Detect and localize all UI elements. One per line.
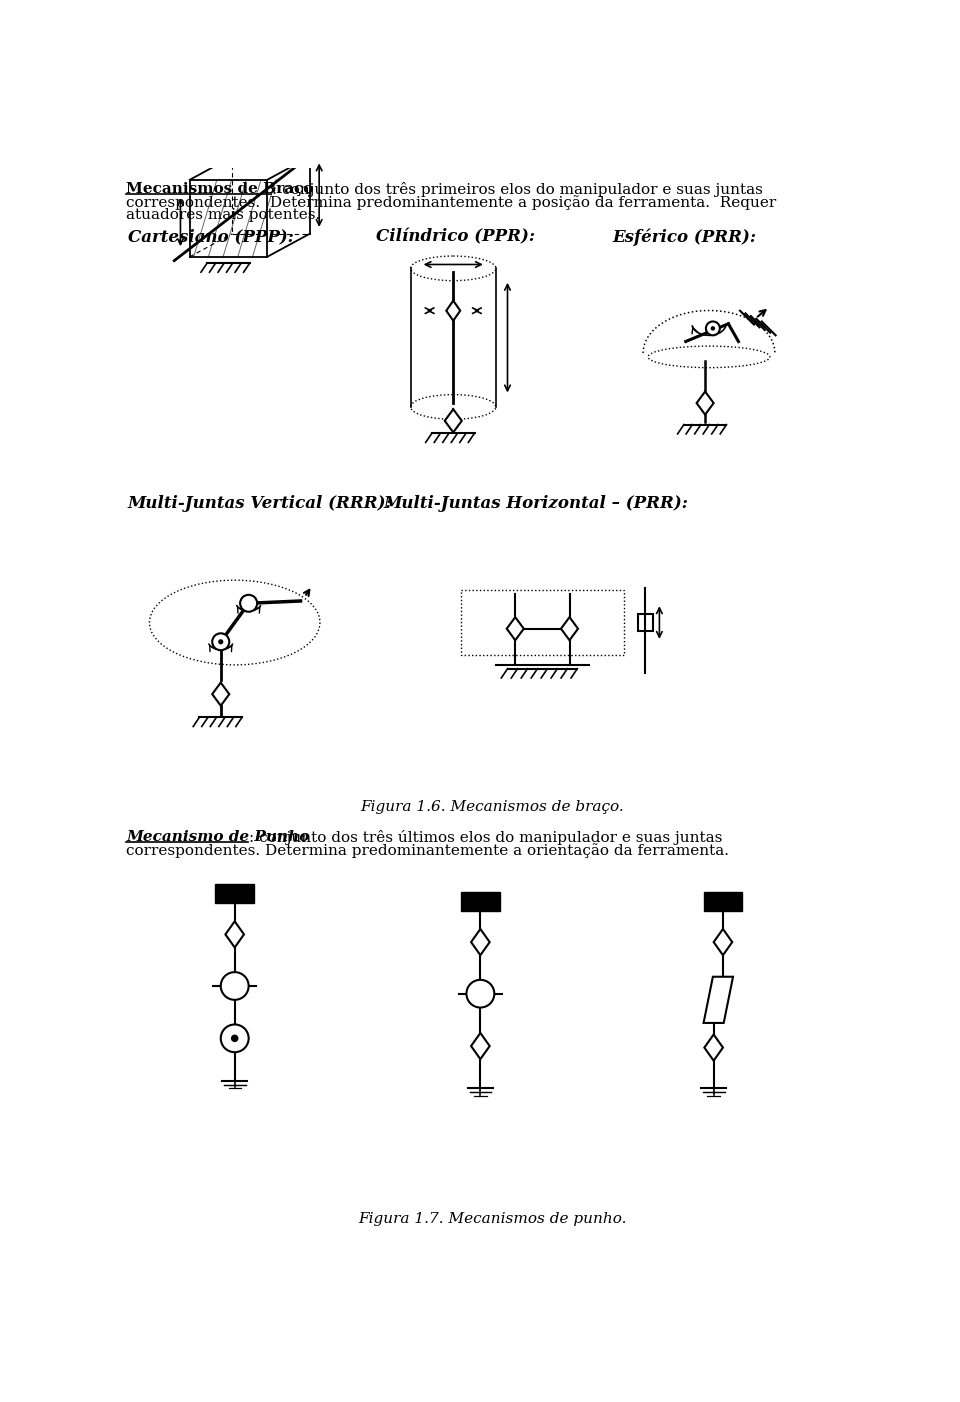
Circle shape [231,1035,238,1042]
Text: Mecanismos de Braço: Mecanismos de Braço [126,182,314,196]
Text: Cartesiano (PPP):: Cartesiano (PPP): [128,229,294,245]
Circle shape [467,980,494,1008]
Text: Mecanismo de Punho: Mecanismo de Punho [126,830,309,844]
Circle shape [221,972,249,1000]
Polygon shape [471,930,490,955]
Polygon shape [446,300,460,321]
Circle shape [221,1025,249,1052]
Polygon shape [471,1033,490,1059]
Text: atuadores mais potentes.: atuadores mais potentes. [126,209,321,223]
Text: : conjunto dos três últimos elos do manipulador e suas juntas: : conjunto dos três últimos elos do mani… [249,830,722,845]
Bar [637,614,653,631]
Circle shape [240,594,257,611]
Polygon shape [212,683,229,705]
Circle shape [706,321,720,335]
Polygon shape [704,977,733,1023]
Polygon shape [444,409,462,432]
Text: : conjunto dos três primeiros elos do manipulador e suas juntas: : conjunto dos três primeiros elos do ma… [272,182,763,198]
Text: Multi-Juntas Horizontal – (PRR):: Multi-Juntas Horizontal – (PRR): [383,495,688,513]
Polygon shape [226,921,244,948]
Circle shape [212,634,229,651]
Bar [461,892,500,910]
Circle shape [219,639,223,644]
Text: correspondentes.  Determina predominantemente a posição da ferramenta.  Requer: correspondentes. Determina predominantem… [126,195,777,210]
Polygon shape [697,391,713,415]
Bar [215,885,254,903]
Polygon shape [705,1035,723,1061]
Circle shape [711,327,714,329]
Polygon shape [507,617,524,641]
Text: Figura 1.7. Mecanismos de punho.: Figura 1.7. Mecanismos de punho. [358,1211,626,1225]
Bar [704,892,742,910]
Bar [461,590,624,655]
Polygon shape [561,617,578,641]
Text: Esférico (PRR):: Esférico (PRR): [612,229,756,245]
Text: Cilíndrico (PPR):: Cilíndrico (PPR): [375,229,535,245]
Text: Figura 1.6. Mecanismos de braço.: Figura 1.6. Mecanismos de braço. [360,799,624,813]
Text: correspondentes. Determina predominantemente a orientação da ferramenta.: correspondentes. Determina predominantem… [126,844,730,858]
Text: Multi-Juntas Vertical (RRR):: Multi-Juntas Vertical (RRR): [128,495,393,513]
Polygon shape [713,930,732,955]
